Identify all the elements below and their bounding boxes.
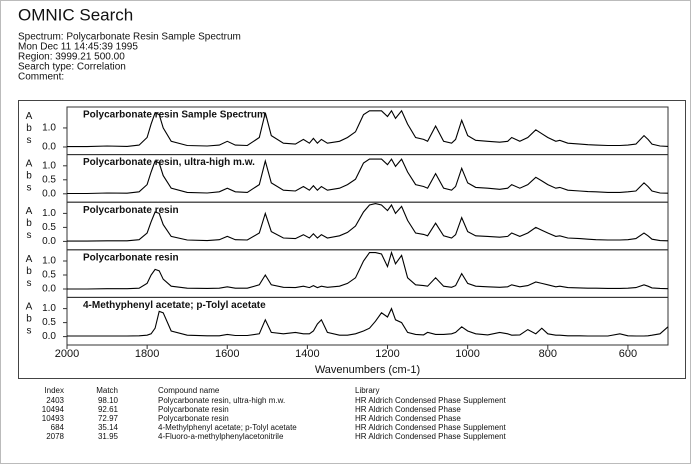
y-tick-label: 0.5 bbox=[42, 270, 56, 281]
table-cell: HR Aldrich Condensed Phase bbox=[355, 414, 461, 423]
panel-title: Polycarbonate resin, ultra-high m.w. bbox=[83, 157, 255, 168]
table-cell: Polycarbonate resin bbox=[158, 414, 229, 423]
y-tick-label: 1.0 bbox=[42, 160, 56, 171]
x-tick-label: 1200 bbox=[375, 348, 399, 360]
table-cell: HR Aldrich Condensed Phase Supplement bbox=[355, 396, 507, 405]
spectrum-line bbox=[67, 109, 669, 148]
y-tick-label: 1.0 bbox=[42, 123, 56, 134]
spectrum-line bbox=[67, 158, 669, 195]
spectrum-line bbox=[67, 203, 669, 242]
table-cell: Polycarbonate resin bbox=[158, 405, 229, 414]
y-axis-label: Abs bbox=[24, 111, 35, 147]
panel-border bbox=[66, 296, 669, 346]
table-cell: 35.14 bbox=[98, 423, 119, 432]
header-line: Spectrum: Polycarbonate Resin Sample Spe… bbox=[18, 32, 241, 43]
table-cell: 98.10 bbox=[98, 396, 119, 405]
y-axis-label: Abs bbox=[24, 159, 35, 195]
y-tick-label: 0.0 bbox=[42, 331, 56, 342]
x-tick-label: 1800 bbox=[135, 348, 159, 360]
y-tick-label: 1.0 bbox=[42, 303, 56, 314]
header-line: Region: 3999.21 500.00 bbox=[18, 52, 125, 63]
spectrum-line bbox=[67, 307, 669, 337]
y-axis-label: Abs bbox=[24, 301, 35, 337]
y-tick-label: 0.5 bbox=[42, 317, 56, 328]
table-cell: 2078 bbox=[46, 432, 64, 441]
y-tick-label: 0.0 bbox=[42, 284, 56, 295]
header-line: Comment: bbox=[18, 72, 64, 83]
y-tick-label: 0.5 bbox=[42, 174, 56, 185]
table-header: Index bbox=[44, 386, 64, 395]
y-tick-label: 0.5 bbox=[42, 222, 56, 233]
x-tick-label: 1000 bbox=[455, 348, 479, 360]
table-cell: HR Aldrich Condensed Phase Supplement bbox=[355, 432, 507, 441]
table-header: Match bbox=[96, 386, 118, 395]
panel-title: Polycarbonate resin bbox=[83, 252, 179, 263]
table-cell: 4-Fluoro-a-methylphenylacetonitrile bbox=[158, 432, 284, 441]
table-cell: 4-Methylphenyl acetate; p-Tolyl acetate bbox=[158, 423, 297, 432]
table-cell: Polycarbonate resin, ultra-high m.w. bbox=[158, 396, 285, 405]
table-cell: 2403 bbox=[46, 396, 64, 405]
x-tick-label: 800 bbox=[539, 348, 557, 360]
panel-title: 4-Methyphenyl acetate; p-Tolyl acetate bbox=[83, 300, 266, 311]
chart-frame bbox=[18, 100, 686, 379]
panel-title: Polycarbonate resin bbox=[83, 205, 179, 216]
y-tick-label: 0.0 bbox=[42, 188, 56, 199]
table-cell: 684 bbox=[51, 423, 65, 432]
spectrum-line bbox=[67, 250, 669, 290]
x-tick-label: 600 bbox=[619, 348, 637, 360]
header-line: Mon Dec 11 14:45:39 1995 bbox=[18, 42, 138, 53]
panel-title: Polycarbonate resin Sample Spectrum bbox=[83, 110, 266, 121]
table-header: Compound name bbox=[158, 386, 220, 395]
table-cell: 31.95 bbox=[98, 432, 119, 441]
table-cell: 92.61 bbox=[98, 405, 119, 414]
table-header: Library bbox=[355, 386, 379, 395]
y-tick-label: 0.0 bbox=[42, 236, 56, 247]
table-cell: 10493 bbox=[42, 414, 65, 423]
x-tick-label: 1600 bbox=[215, 348, 239, 360]
x-tick-label: 2000 bbox=[55, 348, 79, 360]
y-axis-label: Abs bbox=[24, 206, 35, 242]
table-cell: HR Aldrich Condensed Phase Supplement bbox=[355, 423, 507, 432]
report-title: OMNIC Search bbox=[18, 5, 133, 24]
table-cell: 10494 bbox=[42, 405, 65, 414]
y-tick-label: 0.0 bbox=[42, 142, 56, 153]
y-axis-label: Abs bbox=[24, 254, 35, 290]
x-axis-label: Wavenumbers (cm-1) bbox=[315, 364, 420, 376]
header-line: Search type: Correlation bbox=[18, 62, 126, 73]
table-cell: 72.97 bbox=[98, 414, 119, 423]
y-tick-label: 1.0 bbox=[42, 208, 56, 219]
y-tick-label: 1.0 bbox=[42, 256, 56, 267]
x-tick-label: 1400 bbox=[295, 348, 319, 360]
table-cell: HR Aldrich Condensed Phase bbox=[355, 405, 461, 414]
